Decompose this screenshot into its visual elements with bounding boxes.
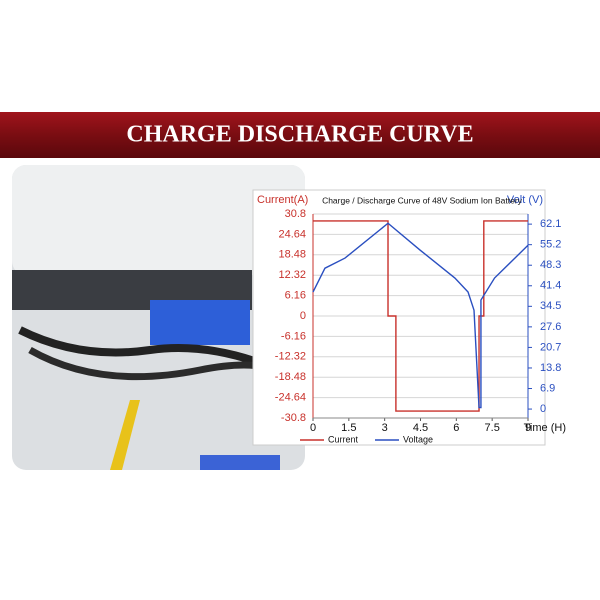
y-axis-label: Current(A): [257, 194, 308, 206]
y-tick-label: -30.8: [281, 412, 306, 424]
banner-title: CHARGE DISCHARGE CURVE: [126, 122, 473, 148]
x-tick-label: 4.5: [413, 422, 428, 434]
y-tick-label: -12.32: [275, 351, 306, 363]
series-line: [312, 222, 529, 409]
x-tick-label: 6: [453, 422, 459, 434]
y2-tick-label: 0: [540, 403, 546, 415]
x-axis-label: Time (H): [524, 422, 566, 434]
photo: [12, 165, 305, 470]
x-tick-label: 7.5: [485, 422, 500, 434]
y2-tick-label: 34.5: [540, 300, 561, 312]
y-tick-label: 18.48: [278, 249, 306, 261]
x-tick-label: 9: [525, 422, 531, 434]
y-tick-label: 12.32: [278, 269, 306, 281]
x-tick-label: 3: [382, 422, 388, 434]
y-tick-label: 6.16: [285, 290, 306, 302]
y2-axis-label: Volt (V): [507, 194, 543, 206]
x-tick-label: 1.5: [341, 422, 356, 434]
y2-tick-label: 41.4: [540, 280, 561, 292]
legend-label: Voltage: [403, 434, 433, 444]
y-tick-label: 0: [300, 310, 306, 322]
y2-tick-label: 13.8: [540, 362, 561, 374]
y2-tick-label: 27.6: [540, 321, 561, 333]
x-tick-label: 0: [310, 422, 316, 434]
y2-tick-label: 48.3: [540, 259, 561, 271]
y-tick-label: -24.64: [275, 392, 306, 404]
y2-tick-label: 6.9: [540, 382, 555, 394]
y-tick-label: -6.16: [281, 330, 306, 342]
banner: [0, 112, 600, 158]
series-line: [313, 220, 528, 412]
y-tick-label: -18.48: [275, 371, 306, 383]
y-tick-label: 30.8: [285, 208, 306, 220]
y-tick-label: 24.64: [278, 228, 306, 240]
y2-tick-label: 62.1: [540, 218, 561, 230]
chart-title: Charge / Discharge Curve of 48V Sodium I…: [322, 195, 523, 205]
legend-label: Current: [328, 434, 359, 444]
y2-tick-label: 20.7: [540, 341, 561, 353]
y2-tick-label: 55.2: [540, 239, 561, 251]
